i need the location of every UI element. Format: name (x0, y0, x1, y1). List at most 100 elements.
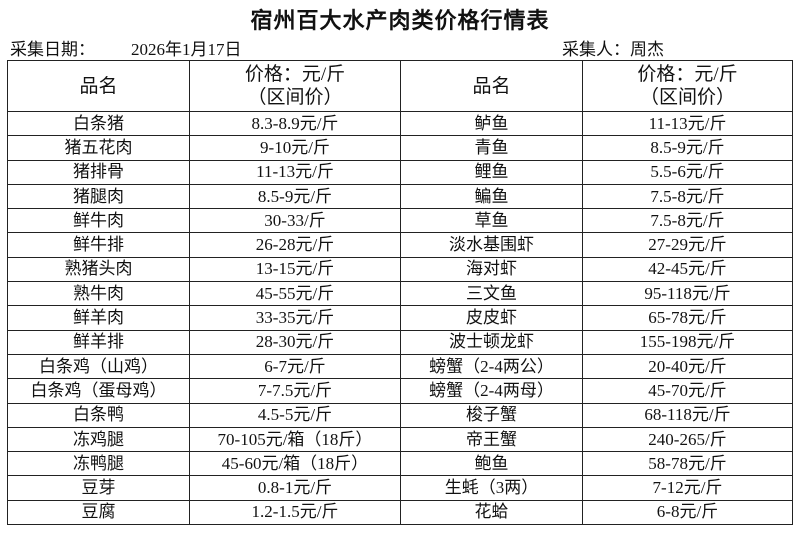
left-name-cell: 猪五花肉 (7, 135, 190, 161)
right-name-cell: 生蚝（3两） (400, 475, 583, 501)
right-price-cell: 58-78元/斤 (582, 451, 793, 477)
right-name-cell: 帝王蟹 (400, 426, 583, 453)
left-name-cell: 冻鸭腿 (7, 451, 190, 477)
table-row: 猪五花肉 9-10元/斤 青鱼 8.5-9元/斤 (7, 135, 793, 161)
right-price-cell: 5.5-6元/斤 (582, 159, 793, 185)
left-name-cell: 鲜羊肉 (7, 305, 190, 331)
left-name-cell: 豆腐 (7, 499, 190, 526)
right-price-cell: 27-29元/斤 (582, 232, 793, 258)
table-row: 熟牛肉 45-55元/斤 三文鱼 95-118元/斤 (7, 281, 793, 307)
table-row: 豆芽 0.8-1元/斤 生蚝（3两） 7-12元/斤 (7, 475, 793, 501)
left-price-cell: 13-15元/斤 (189, 256, 401, 283)
right-price-cell: 6-8元/斤 (582, 499, 793, 526)
right-price-cell: 11-13元/斤 (582, 110, 793, 137)
right-name-cell: 鲈鱼 (400, 110, 583, 137)
right-name-cell: 梭子蟹 (400, 402, 583, 428)
header-name-left: 品名 (7, 60, 190, 112)
right-price-cell: 7-12元/斤 (582, 475, 793, 501)
collector: 采集人：周杰 (562, 35, 664, 60)
right-price-cell: 95-118元/斤 (582, 281, 793, 307)
left-name-cell: 白条鸡（蛋母鸡） (7, 378, 190, 404)
left-price-cell: 26-28元/斤 (189, 232, 401, 258)
left-name-cell: 白条猪 (7, 110, 190, 137)
collector-value: 周杰 (630, 40, 664, 59)
right-price-cell: 20-40元/斤 (582, 353, 793, 380)
left-name-cell: 鲜牛肉 (7, 208, 190, 234)
right-name-cell: 鲍鱼 (400, 451, 583, 477)
right-price-cell: 42-45元/斤 (582, 256, 793, 283)
right-price-cell: 240-265/斤 (582, 426, 793, 453)
left-price-cell: 30-33/斤 (189, 208, 401, 234)
left-price-cell: 33-35元/斤 (189, 305, 401, 331)
left-name-cell: 猪排骨 (7, 159, 190, 185)
table-row: 白条鸭 4.5-5元/斤 梭子蟹 68-118元/斤 (7, 402, 793, 428)
table-row: 鲜牛肉 30-33/斤 草鱼 7.5-8元/斤 (7, 208, 793, 234)
table-row: 白条鸡（蛋母鸡） 7-7.5元/斤 螃蟹（2-4两母） 45-70元/斤 (7, 378, 793, 404)
left-name-cell: 鲜牛排 (7, 232, 190, 258)
table-row: 冻鸡腿 70-105元/箱（18斤） 帝王蟹 240-265/斤 (7, 426, 793, 453)
left-price-cell: 11-13元/斤 (189, 159, 401, 185)
left-price-cell: 45-60元/箱（18斤） (189, 451, 401, 477)
header-price-left: 价格：元/斤 （区间价） (189, 60, 401, 112)
right-price-cell: 155-198元/斤 (582, 329, 793, 355)
right-price-cell: 68-118元/斤 (582, 402, 793, 428)
right-name-cell: 鲤鱼 (400, 159, 583, 185)
right-name-cell: 海对虾 (400, 256, 583, 283)
left-name-cell: 鲜羊排 (7, 329, 190, 355)
right-name-cell: 三文鱼 (400, 281, 583, 307)
right-price-cell: 8.5-9元/斤 (582, 135, 793, 161)
left-price-cell: 45-55元/斤 (189, 281, 401, 307)
left-price-cell: 4.5-5元/斤 (189, 402, 401, 428)
right-price-cell: 45-70元/斤 (582, 378, 793, 404)
right-name-cell: 螃蟹（2-4两公） (400, 353, 583, 380)
date-label: 采集日期： (10, 40, 95, 59)
right-name-cell: 波士顿龙虾 (400, 329, 583, 355)
right-price-cell: 7.5-8元/斤 (582, 183, 793, 210)
header-price-line2: （区间价） (639, 87, 735, 108)
table-row: 鲜羊肉 33-35元/斤 皮皮虾 65-78元/斤 (7, 305, 793, 331)
table-row: 鲜羊排 28-30元/斤 波士顿龙虾 155-198元/斤 (7, 329, 793, 355)
left-price-cell: 8.5-9元/斤 (189, 183, 401, 210)
left-price-cell: 28-30元/斤 (189, 329, 401, 355)
table-row: 猪排骨 11-13元/斤 鲤鱼 5.5-6元/斤 (7, 159, 793, 185)
right-name-cell: 青鱼 (400, 135, 583, 161)
header-price-line2: （区间价） (247, 87, 343, 108)
date-value: 2026年1月17日 (131, 40, 242, 59)
collector-label: 采集人： (562, 40, 630, 59)
left-price-cell: 70-105元/箱（18斤） (189, 426, 401, 453)
table-row: 白条鸡（山鸡） 6-7元/斤 螃蟹（2-4两公） 20-40元/斤 (7, 353, 793, 380)
header-price-line1: 价格：元/斤 (244, 64, 346, 85)
header-row: 品名 价格：元/斤 （区间价） 品名 价格：元/斤 （区间价） (7, 60, 793, 112)
right-price-cell: 65-78元/斤 (582, 305, 793, 331)
left-name-cell: 白条鸡（山鸡） (7, 353, 190, 380)
table-row: 冻鸭腿 45-60元/箱（18斤） 鲍鱼 58-78元/斤 (7, 451, 793, 477)
header-name-right: 品名 (400, 60, 583, 112)
collection-date: 采集日期： 2026年1月17日 (10, 35, 242, 60)
price-table: 品名 价格：元/斤 （区间价） 品名 价格：元/斤 （区间价） 白条猪 8.3-8.9… (7, 60, 793, 526)
left-name-cell: 豆芽 (7, 475, 190, 501)
left-price-cell: 6-7元/斤 (189, 353, 401, 380)
right-name-cell: 鳊鱼 (400, 183, 583, 210)
left-price-cell: 7-7.5元/斤 (189, 378, 401, 404)
left-name-cell: 冻鸡腿 (7, 426, 190, 453)
right-name-cell: 花蛤 (400, 499, 583, 526)
left-name-cell: 熟牛肉 (7, 281, 190, 307)
header-price-line1: 价格：元/斤 (637, 64, 738, 85)
table-row: 鲜牛排 26-28元/斤 淡水基围虾 27-29元/斤 (7, 232, 793, 258)
left-price-cell: 1.2-1.5元/斤 (189, 499, 401, 526)
left-price-cell: 0.8-1元/斤 (189, 475, 401, 501)
right-name-cell: 螃蟹（2-4两母） (400, 378, 583, 404)
table-row: 熟猪头肉 13-15元/斤 海对虾 42-45元/斤 (7, 256, 793, 283)
table-row: 白条猪 8.3-8.9元/斤 鲈鱼 11-13元/斤 (7, 110, 793, 137)
header-price-right: 价格：元/斤 （区间价） (582, 60, 793, 112)
left-name-cell: 猪腿肉 (7, 183, 190, 210)
table-row: 猪腿肉 8.5-9元/斤 鳊鱼 7.5-8元/斤 (7, 183, 793, 210)
left-name-cell: 熟猪头肉 (7, 256, 190, 283)
left-price-cell: 9-10元/斤 (189, 135, 401, 161)
right-name-cell: 皮皮虾 (400, 305, 583, 331)
right-name-cell: 草鱼 (400, 208, 583, 234)
left-name-cell: 白条鸭 (7, 402, 190, 428)
page-title: 宿州百大水产肉类价格行情表 (250, 9, 550, 34)
table-row: 豆腐 1.2-1.5元/斤 花蛤 6-8元/斤 (7, 499, 793, 526)
right-name-cell: 淡水基围虾 (400, 232, 583, 258)
